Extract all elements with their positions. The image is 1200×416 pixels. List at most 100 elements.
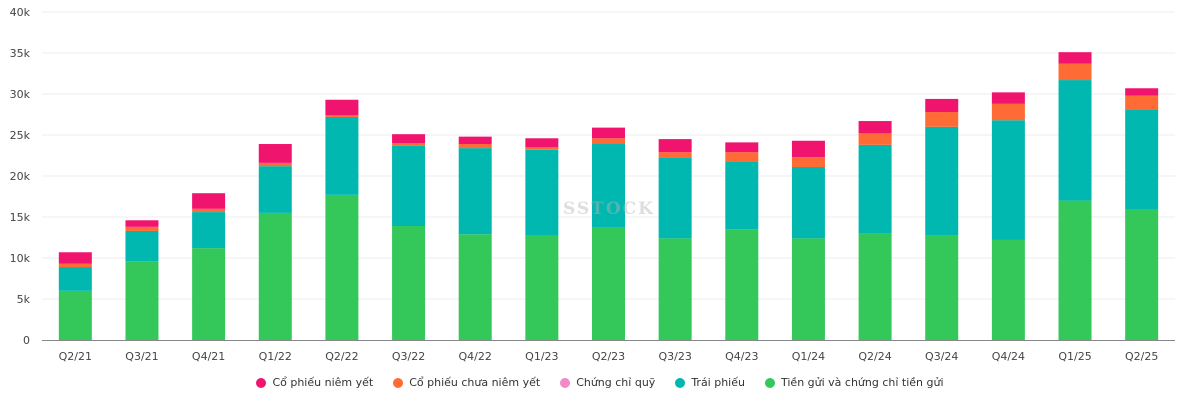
- bar-segment[interactable]: [858, 233, 892, 340]
- legend-item[interactable]: Chứng chỉ quỹ: [560, 376, 655, 389]
- x-tick-label: Q1/22: [259, 350, 292, 363]
- bar-stack[interactable]: [725, 142, 759, 340]
- x-tick-label: Q4/21: [192, 350, 225, 363]
- bar-segment[interactable]: [258, 212, 292, 340]
- bar-segment[interactable]: [1125, 88, 1159, 96]
- bar-segment[interactable]: [1125, 209, 1159, 340]
- bar-stack[interactable]: [192, 193, 226, 340]
- bar-segment[interactable]: [1125, 109, 1159, 210]
- bar-segment[interactable]: [392, 145, 426, 227]
- bar-segment[interactable]: [258, 144, 292, 163]
- bar-segment[interactable]: [791, 166, 825, 239]
- bar-stack[interactable]: [525, 138, 559, 340]
- bar-segment[interactable]: [991, 239, 1025, 340]
- bar-segment[interactable]: [458, 148, 492, 235]
- bar-segment[interactable]: [991, 120, 1025, 240]
- bar-segment[interactable]: [725, 152, 759, 162]
- bar-stack[interactable]: [392, 134, 426, 340]
- bar-segment[interactable]: [525, 138, 559, 148]
- bar-segment[interactable]: [525, 235, 559, 340]
- x-tick-label: Q2/21: [59, 350, 92, 363]
- bar-segment[interactable]: [791, 140, 825, 158]
- bar-segment[interactable]: [192, 248, 226, 340]
- legend-item[interactable]: Cổ phiếu niêm yết: [256, 376, 373, 389]
- bar-segment[interactable]: [192, 193, 226, 209]
- bar-segment[interactable]: [392, 143, 426, 146]
- bar-segment[interactable]: [525, 149, 559, 236]
- bar-segment[interactable]: [1058, 63, 1092, 81]
- bar-segment[interactable]: [658, 152, 692, 158]
- y-tick-label: 30k: [10, 88, 31, 101]
- bar-segment[interactable]: [791, 238, 825, 340]
- bar-segment[interactable]: [192, 212, 226, 249]
- bar-segment[interactable]: [592, 138, 625, 145]
- bar-stack[interactable]: [458, 136, 492, 340]
- bar-segment[interactable]: [592, 227, 625, 340]
- bar-segment[interactable]: [791, 157, 825, 167]
- bar-segment[interactable]: [658, 157, 692, 239]
- bar-stack[interactable]: [325, 99, 359, 340]
- bar-stack[interactable]: [925, 98, 959, 340]
- bar-segment[interactable]: [325, 116, 359, 195]
- legend: Cổ phiếu niêm yết Cổ phiếu chưa niêm yết C…: [0, 376, 1200, 389]
- bar-segment[interactable]: [325, 99, 359, 116]
- y-tick-label: 20k: [10, 170, 31, 183]
- bar-segment[interactable]: [392, 134, 426, 144]
- bar-segment[interactable]: [858, 144, 892, 234]
- bar-segment[interactable]: [125, 220, 159, 227]
- bar-stack[interactable]: [658, 139, 692, 340]
- bar-segment[interactable]: [592, 144, 625, 228]
- bar-segment[interactable]: [1058, 52, 1092, 64]
- bar-segment[interactable]: [125, 226, 159, 231]
- bar-stack[interactable]: [592, 127, 625, 340]
- bar-stack[interactable]: [858, 121, 892, 340]
- bar-segment[interactable]: [258, 166, 292, 213]
- bar-segment[interactable]: [258, 162, 292, 167]
- bar-segment[interactable]: [658, 139, 692, 153]
- bar-stack[interactable]: [258, 144, 292, 340]
- bar-stack[interactable]: [125, 220, 159, 340]
- bar-segment[interactable]: [458, 234, 492, 340]
- bar-segment[interactable]: [125, 230, 159, 262]
- bar-segment[interactable]: [325, 194, 359, 340]
- bar-segment[interactable]: [725, 142, 759, 153]
- bar-segment[interactable]: [192, 208, 226, 213]
- bar-segment[interactable]: [858, 133, 892, 145]
- x-tick-label: Q3/21: [125, 350, 158, 363]
- bar-stack[interactable]: [1058, 52, 1092, 340]
- x-tick-label: Q4/24: [992, 350, 1025, 363]
- bar-segment[interactable]: [325, 115, 359, 117]
- bar-segment[interactable]: [1125, 95, 1159, 110]
- y-tick-label: 25k: [10, 129, 31, 142]
- bar-stack[interactable]: [58, 252, 92, 340]
- bar-segment[interactable]: [58, 252, 92, 264]
- bar-segment[interactable]: [58, 290, 92, 340]
- bar-segment[interactable]: [991, 92, 1025, 104]
- legend-item[interactable]: Tiền gửi và chứng chỉ tiền gửi: [764, 376, 944, 389]
- bar-segment[interactable]: [592, 127, 625, 139]
- legend-item[interactable]: Cổ phiếu chưa niêm yết: [393, 376, 540, 389]
- bar-segment[interactable]: [725, 229, 759, 340]
- legend-item[interactable]: Trái phiếu: [675, 376, 745, 389]
- bar-stack[interactable]: [791, 140, 825, 340]
- bar-segment[interactable]: [858, 121, 892, 134]
- bar-segment[interactable]: [991, 103, 1025, 121]
- bar-segment[interactable]: [658, 238, 692, 340]
- bar-segment[interactable]: [125, 261, 159, 340]
- bar-segment[interactable]: [58, 267, 92, 291]
- bar-segment[interactable]: [458, 144, 492, 149]
- bar-stack[interactable]: [991, 92, 1025, 340]
- bar-segment[interactable]: [925, 235, 959, 340]
- bar-segment[interactable]: [58, 263, 92, 268]
- bar-segment[interactable]: [458, 136, 492, 145]
- bar-segment[interactable]: [392, 226, 426, 340]
- bar-segment[interactable]: [725, 161, 759, 230]
- bar-segment[interactable]: [1058, 200, 1092, 340]
- bar-stack[interactable]: [1125, 88, 1159, 340]
- bar-segment[interactable]: [1058, 80, 1092, 201]
- bar-segment[interactable]: [925, 126, 959, 236]
- bar-segment[interactable]: [925, 98, 959, 113]
- bar-segment[interactable]: [925, 112, 959, 127]
- bar-segment[interactable]: [525, 147, 559, 150]
